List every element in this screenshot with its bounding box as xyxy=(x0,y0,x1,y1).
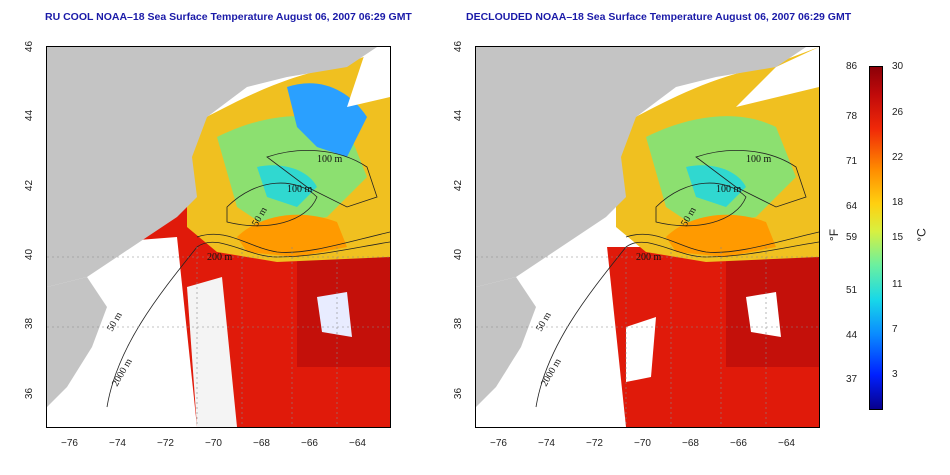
colorbar-c-tick: 3 xyxy=(892,369,898,380)
y-tick: 38 xyxy=(453,317,465,330)
colorbar-f-tick: 86 xyxy=(846,61,858,72)
x-tick: −74 xyxy=(538,438,555,449)
colorbar-c-tick: 18 xyxy=(892,197,904,208)
colorbar-c-tick: 30 xyxy=(892,61,904,72)
y-tick: 38 xyxy=(24,317,36,330)
contour-label-100a: 100 m xyxy=(746,154,772,165)
y-tick: 40 xyxy=(24,248,36,261)
y-tick: 46 xyxy=(453,40,465,53)
x-tick: −76 xyxy=(61,438,78,449)
contour-label-200: 200 m xyxy=(636,252,662,263)
x-tick: −72 xyxy=(157,438,174,449)
x-tick: −68 xyxy=(682,438,699,449)
contour-label-100a: 100 m xyxy=(317,154,343,165)
x-tick: −64 xyxy=(349,438,366,449)
colorbar-c-tick: 7 xyxy=(892,324,898,335)
colorbar-f-tick: 37 xyxy=(846,374,858,385)
contour-label-100b: 100 m xyxy=(716,184,742,195)
colorbar-f-tick: 44 xyxy=(846,330,858,341)
colorbar-c-tick: 26 xyxy=(892,107,904,118)
y-tick: 44 xyxy=(453,109,465,122)
left-sst-map: 100 m 100 m 50 m 200 m 50 m 2000 m xyxy=(46,46,391,428)
colorbar-f-tick: 78 xyxy=(846,111,858,122)
fahrenheit-unit-label: °F xyxy=(827,228,842,242)
x-tick: −74 xyxy=(109,438,126,449)
x-tick: −70 xyxy=(634,438,651,449)
contour-label-200: 200 m xyxy=(207,252,233,263)
y-tick: 40 xyxy=(453,248,465,261)
y-tick: 44 xyxy=(24,109,36,122)
colorbar-f-tick: 51 xyxy=(846,285,858,296)
y-tick: 42 xyxy=(453,179,465,192)
x-tick: −70 xyxy=(205,438,222,449)
celsius-unit-label: °C xyxy=(914,228,929,242)
y-tick: 46 xyxy=(24,40,36,53)
x-tick: −66 xyxy=(301,438,318,449)
right-sst-map: 100 m 100 m 50 m 200 m 50 m 2000 m xyxy=(475,46,820,428)
colorbar-c-tick: 11 xyxy=(892,279,903,290)
y-tick: 42 xyxy=(24,179,36,192)
x-tick: −72 xyxy=(586,438,603,449)
colorbar-c-tick: 22 xyxy=(892,152,904,163)
x-tick: −76 xyxy=(490,438,507,449)
y-tick: 36 xyxy=(24,387,36,400)
left-map-title: RU COOL NOAA–18 Sea Surface Temperature … xyxy=(45,11,412,23)
x-tick: −68 xyxy=(253,438,270,449)
colorbar-f-tick: 71 xyxy=(846,156,858,167)
x-tick: −64 xyxy=(778,438,795,449)
y-tick: 36 xyxy=(453,387,465,400)
x-tick: −66 xyxy=(730,438,747,449)
right-map-title: DECLOUDED NOAA–18 Sea Surface Temperatur… xyxy=(466,11,852,23)
colorbar-c-tick: 15 xyxy=(892,232,904,243)
colorbar-f-tick: 64 xyxy=(846,201,858,212)
contour-label-100b: 100 m xyxy=(287,184,313,195)
colorbar-f-tick: 59 xyxy=(846,232,858,243)
temperature-colorbar xyxy=(869,66,883,410)
